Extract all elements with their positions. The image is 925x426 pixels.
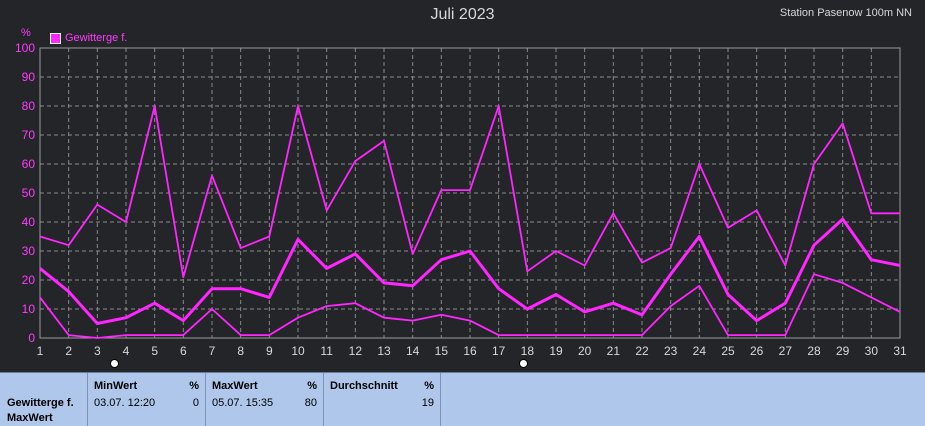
x-tick-label: 16: [463, 344, 477, 358]
max-unit: %: [307, 380, 317, 392]
chart: Juli 2023 Station Pasenow 100m NN % Gewi…: [15, 6, 912, 368]
legend-label: Gewitterge f.: [65, 32, 128, 44]
min-date: 03.07. 12:20: [94, 397, 156, 409]
min-value: 0: [192, 397, 199, 409]
station-label: Station Pasenow 100m NN: [779, 7, 912, 19]
x-tick-label: 5: [151, 344, 158, 358]
x-tick-label: 3: [94, 344, 101, 358]
row-label-series: Gewitterge f.: [7, 397, 74, 409]
avg-header: Durchschnitt: [330, 380, 398, 392]
x-tick-label: 8: [237, 344, 244, 358]
max-marker-icon: [519, 359, 528, 368]
chart-title: Juli 2023: [430, 6, 495, 23]
x-tick-label: 18: [521, 344, 535, 358]
x-tick-label: 24: [693, 344, 707, 358]
plot-frame: [39, 47, 901, 339]
x-tick-label: 13: [377, 344, 391, 358]
x-tick-label: 15: [435, 344, 449, 358]
y-tick-label: 40: [22, 215, 36, 229]
x-tick-label: 7: [209, 344, 216, 358]
x-tick-label: 27: [779, 344, 793, 358]
x-tick-label: 31: [893, 344, 907, 358]
max-value: 80: [304, 397, 317, 409]
y-tick-label: 20: [22, 273, 36, 287]
x-tick-label: 29: [836, 344, 850, 358]
min-unit: %: [189, 380, 199, 392]
x-tick-label: 20: [578, 344, 592, 358]
x-tick-label: 11: [320, 344, 333, 358]
y-tick-label: 30: [22, 244, 36, 258]
y-tick-label: 50: [22, 186, 36, 200]
series-line-min: [39, 273, 901, 339]
y-tick-label: 100: [15, 41, 35, 55]
min-marker-icon: [110, 359, 119, 368]
y-tick-label: 70: [22, 128, 36, 142]
stats-max: MaxWert % 05.07. 15:35 80: [206, 373, 324, 426]
y-tick-label: 80: [22, 99, 36, 113]
x-tick-label: 23: [664, 344, 678, 358]
y-tick-label: 60: [22, 157, 36, 171]
x-tick-label: 19: [549, 344, 563, 358]
y-tick-label: 10: [22, 302, 36, 316]
x-tick-label: 25: [721, 344, 735, 358]
stats-row-label: Gewitterge f. MaxWert: [0, 373, 88, 426]
y-tick-label: 90: [22, 70, 36, 84]
x-tick-label: 12: [349, 344, 363, 358]
max-header: MaxWert: [212, 380, 258, 392]
x-tick-label: 6: [180, 344, 187, 358]
x-tick-label: 21: [607, 344, 621, 358]
avg-unit: %: [424, 380, 434, 392]
series-line-max: [39, 105, 900, 278]
x-tick-label: 17: [492, 344, 506, 358]
row-label-type: MaxWert: [7, 412, 53, 424]
series-line-mean: [39, 217, 901, 325]
x-tick-label: 1: [37, 344, 44, 358]
max-date: 05.07. 15:35: [212, 397, 274, 409]
stats-average: Durchschnitt % 19: [324, 373, 441, 426]
y-tick-label: 0: [28, 331, 35, 345]
x-tick-label: 10: [291, 344, 305, 358]
y-axis-unit: %: [21, 27, 31, 39]
avg-value: 19: [421, 397, 434, 409]
legend: Gewitterge f.: [50, 32, 127, 44]
x-tick-label: 2: [65, 344, 72, 358]
x-tick-label: 26: [750, 344, 764, 358]
legend-swatch: [50, 32, 61, 44]
x-tick-label: 9: [266, 344, 273, 358]
x-tick-label: 4: [123, 344, 130, 358]
x-tick-label: 14: [406, 344, 420, 358]
x-tick-label: 30: [865, 344, 879, 358]
x-tick-label: 28: [807, 344, 821, 358]
min-header: MinWert: [94, 380, 138, 392]
x-tick-label: 22: [635, 344, 649, 358]
stats-panel: Gewitterge f. MaxWert MinWert % 03.07. 1…: [0, 372, 925, 426]
stats-min: MinWert % 03.07. 12:20 0: [88, 373, 206, 426]
